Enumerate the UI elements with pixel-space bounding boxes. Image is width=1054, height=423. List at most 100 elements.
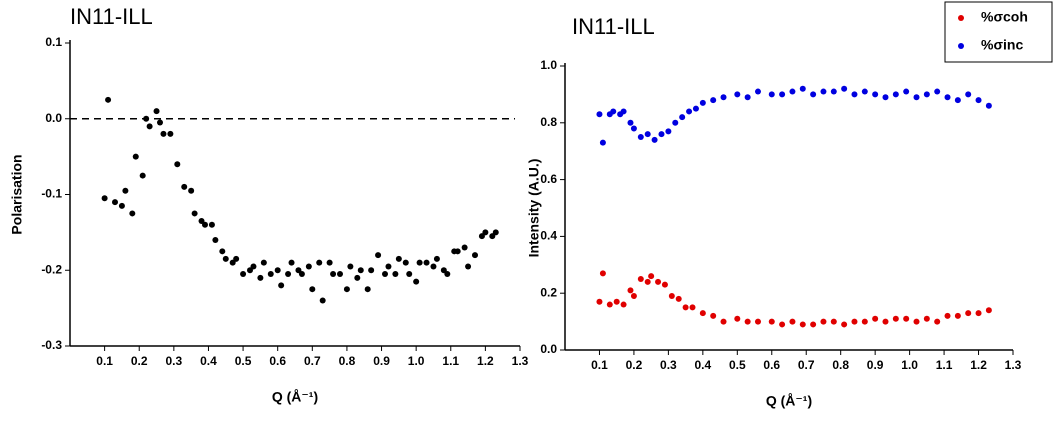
data-point bbox=[430, 263, 437, 270]
data-point bbox=[240, 271, 247, 278]
x-tick-label: 1.3 bbox=[1005, 358, 1022, 372]
x-tick-label: 0.7 bbox=[304, 354, 321, 368]
data-point bbox=[651, 136, 658, 143]
data-point bbox=[934, 318, 941, 325]
x-tick-label: 0.2 bbox=[626, 358, 643, 372]
y-tick-label: 0.4 bbox=[540, 229, 557, 243]
x-tick-label: 0.1 bbox=[96, 354, 113, 368]
data-point bbox=[734, 315, 741, 322]
y-tick-label: -0.2 bbox=[41, 262, 62, 276]
data-point bbox=[319, 297, 326, 304]
data-point bbox=[157, 119, 163, 126]
data-point bbox=[965, 310, 972, 317]
data-point bbox=[247, 267, 253, 274]
x-tick-label: 0.2 bbox=[131, 354, 148, 368]
data-point bbox=[413, 278, 420, 285]
data-point bbox=[820, 88, 827, 95]
x-tick-label: 0.4 bbox=[695, 358, 712, 372]
data-point bbox=[167, 130, 174, 137]
data-point bbox=[599, 270, 606, 277]
data-point bbox=[191, 210, 198, 217]
data-point bbox=[655, 278, 662, 285]
data-point bbox=[637, 276, 644, 282]
data-point bbox=[810, 91, 817, 98]
data-point bbox=[257, 274, 264, 281]
data-point bbox=[913, 94, 920, 101]
data-point bbox=[768, 91, 775, 98]
data-point bbox=[779, 321, 786, 328]
data-point bbox=[392, 271, 399, 278]
data-point bbox=[872, 91, 879, 98]
data-point bbox=[789, 318, 796, 325]
data-point bbox=[934, 88, 941, 95]
x-tick-label: 0.4 bbox=[200, 354, 217, 368]
data-point bbox=[779, 91, 786, 98]
data-point bbox=[309, 286, 316, 293]
data-point bbox=[316, 259, 323, 266]
data-point bbox=[851, 91, 858, 98]
y-tick-label: 0.8 bbox=[540, 115, 557, 129]
x-tick-label: 1.2 bbox=[477, 354, 494, 368]
x-tick-label: 0.1 bbox=[591, 358, 608, 372]
data-point bbox=[768, 318, 775, 325]
x-tick-label: 0.8 bbox=[339, 354, 356, 368]
data-point bbox=[219, 248, 226, 255]
data-point bbox=[343, 286, 350, 293]
data-point bbox=[492, 229, 499, 236]
chart-title: IN11-ILL bbox=[572, 14, 655, 39]
data-point bbox=[630, 125, 637, 132]
data-point bbox=[954, 97, 961, 104]
y-tick-label: 0.1 bbox=[45, 35, 62, 49]
data-point bbox=[620, 108, 627, 115]
data-point bbox=[202, 221, 208, 228]
data-point bbox=[118, 202, 125, 209]
data-point bbox=[830, 88, 837, 95]
data-point bbox=[892, 91, 899, 98]
data-point bbox=[892, 315, 899, 322]
data-point bbox=[872, 315, 879, 322]
data-point bbox=[679, 114, 686, 121]
data-point bbox=[250, 263, 257, 270]
data-point bbox=[923, 315, 930, 322]
data-point bbox=[820, 318, 827, 325]
data-point bbox=[416, 259, 423, 266]
data-point bbox=[229, 259, 236, 266]
data-point bbox=[710, 312, 717, 319]
data-point bbox=[789, 88, 796, 95]
data-point bbox=[160, 130, 167, 137]
x-tick-label: 1.3 bbox=[512, 354, 529, 368]
data-point bbox=[985, 102, 992, 109]
y-axis-label: Polarisation bbox=[9, 154, 25, 234]
data-point bbox=[181, 183, 188, 190]
data-point bbox=[913, 318, 920, 325]
data-point bbox=[985, 307, 992, 314]
data-point bbox=[326, 259, 333, 266]
data-point bbox=[433, 255, 440, 262]
data-point bbox=[357, 267, 364, 274]
data-point bbox=[689, 304, 696, 311]
y-tick-label: 0.0 bbox=[540, 342, 557, 356]
y-axis-label: Intensity (A.U.) bbox=[526, 159, 542, 258]
data-point bbox=[188, 187, 195, 194]
data-point bbox=[841, 321, 848, 328]
data-point bbox=[278, 282, 285, 289]
legend-label: %σinc bbox=[981, 37, 1023, 53]
data-point bbox=[596, 111, 603, 118]
y-tick-label: 1.0 bbox=[540, 58, 557, 72]
data-point bbox=[596, 298, 603, 305]
data-point bbox=[174, 161, 181, 168]
data-point bbox=[810, 321, 817, 328]
data-point bbox=[744, 318, 751, 325]
data-point bbox=[385, 263, 392, 270]
data-point bbox=[364, 286, 371, 293]
data-point bbox=[754, 88, 761, 95]
data-point bbox=[599, 139, 606, 146]
data-point bbox=[465, 263, 472, 270]
data-point bbox=[851, 318, 858, 325]
data-point bbox=[672, 119, 679, 126]
data-point bbox=[143, 115, 150, 122]
data-point bbox=[295, 267, 302, 274]
data-point bbox=[489, 233, 496, 240]
data-point bbox=[644, 131, 651, 138]
data-point bbox=[260, 259, 267, 266]
